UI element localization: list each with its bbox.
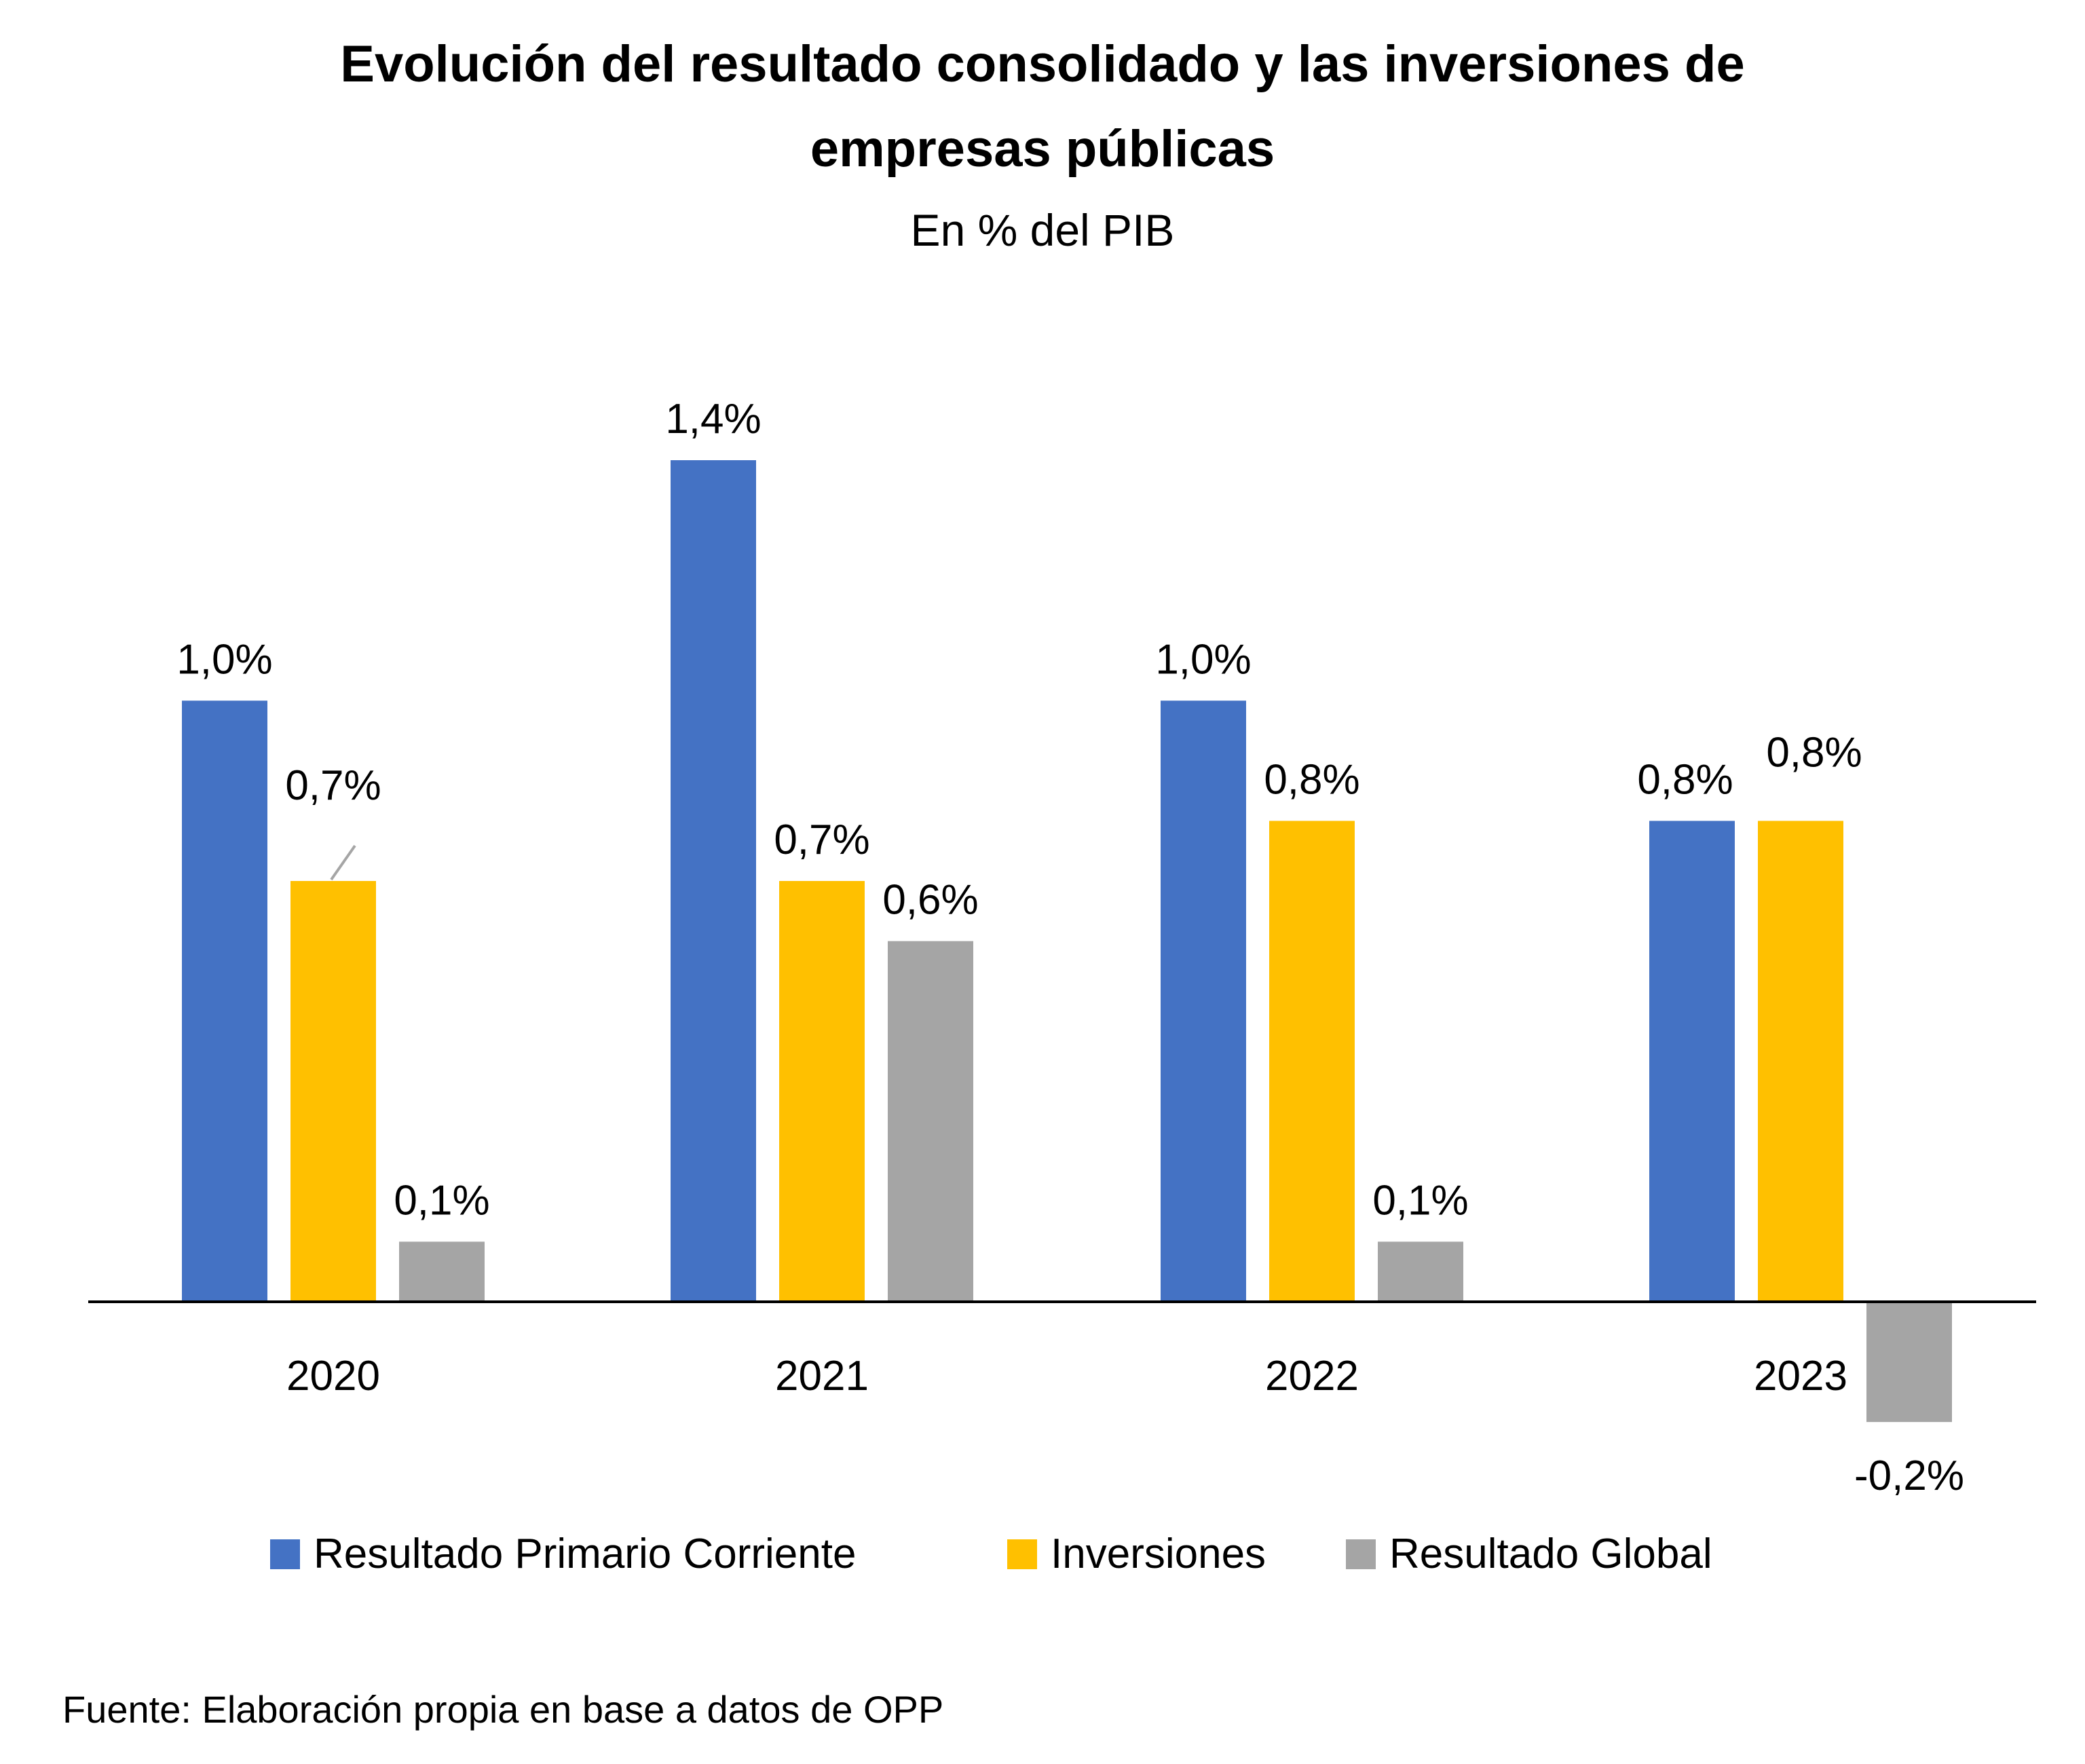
source-note: Fuente: Elaboración propia en base a dat… [62, 1688, 943, 1731]
data-label-inversiones-2023: 0,8% [1766, 729, 1862, 776]
x-tick-labels: 2020 2021 2022 2023 [286, 1353, 1847, 1400]
bar-resultado-global-2020 [399, 1241, 485, 1302]
bar-resultado-global-2022 [1378, 1241, 1463, 1302]
bar-resultado-primario-corriente-2022 [1161, 700, 1246, 1302]
data-label-resultado-global-2022: 0,1% [1372, 1177, 1468, 1224]
bar-inversiones-2020 [290, 881, 376, 1302]
x-tick-label-2022: 2022 [1265, 1353, 1359, 1400]
bar-resultado-global-2021 [888, 941, 973, 1302]
x-tick-label-2021: 2021 [775, 1353, 869, 1400]
data-label-resultado-global-2020: 0,1% [394, 1177, 489, 1224]
bar-inversiones-2022 [1269, 821, 1355, 1302]
bar-resultado-primario-corriente-2020 [182, 700, 267, 1302]
data-labels-layer: 1,0% 0,7% 0,1% 1,4% 0,7% 0,6% 1,0% 0,8% 0,1% 0,8%… [176, 396, 1964, 1499]
bar-resultado-primario-corriente-2023 [1649, 821, 1735, 1302]
data-label-resultado-primario-corriente-2020: 1,0% [176, 636, 272, 683]
bars-layer [182, 460, 1952, 1423]
data-label-inversiones-2021: 0,7% [774, 817, 869, 863]
leader-line-inversiones-2020 [330, 844, 356, 881]
data-label-inversiones-2022: 0,8% [1264, 756, 1359, 803]
bar-inversiones-2023 [1758, 821, 1843, 1302]
legend-label-inversiones: Inversiones [1051, 1531, 1266, 1577]
legend-label-resultado-primario-corriente: Resultado Primario Corriente [314, 1531, 856, 1577]
data-label-resultado-global-2021: 0,6% [882, 877, 978, 924]
data-label-resultado-global-2023: -0,2% [1854, 1452, 1964, 1499]
bar-resultado-global-2023 [1866, 1302, 1952, 1423]
legend-swatch-resultado-global [1346, 1539, 1376, 1569]
data-label-resultado-primario-corriente-2023: 0,8% [1637, 756, 1733, 803]
legend: Resultado Primario Corriente Inversiones R… [270, 1531, 1712, 1577]
data-label-inversiones-2020: 0,7% [285, 762, 381, 809]
bar-resultado-primario-corriente-2021 [671, 460, 756, 1302]
chart-title-line-2: empresas públicas [810, 120, 1275, 178]
chart-title-line-1: Evolución del resultado consolidado y la… [340, 35, 1744, 93]
data-label-resultado-primario-corriente-2022: 1,0% [1155, 636, 1251, 683]
x-tick-label-2023: 2023 [1754, 1353, 1847, 1400]
data-label-resultado-primario-corriente-2021: 1,4% [665, 396, 761, 443]
legend-label-resultado-global: Resultado Global [1389, 1531, 1712, 1577]
legend-swatch-resultado-primario-corriente [270, 1539, 300, 1569]
legend-swatch-inversiones [1007, 1539, 1037, 1569]
chart-subtitle: En % del PIB [911, 205, 1175, 255]
x-tick-label-2020: 2020 [286, 1353, 380, 1400]
bar-inversiones-2021 [779, 881, 865, 1302]
